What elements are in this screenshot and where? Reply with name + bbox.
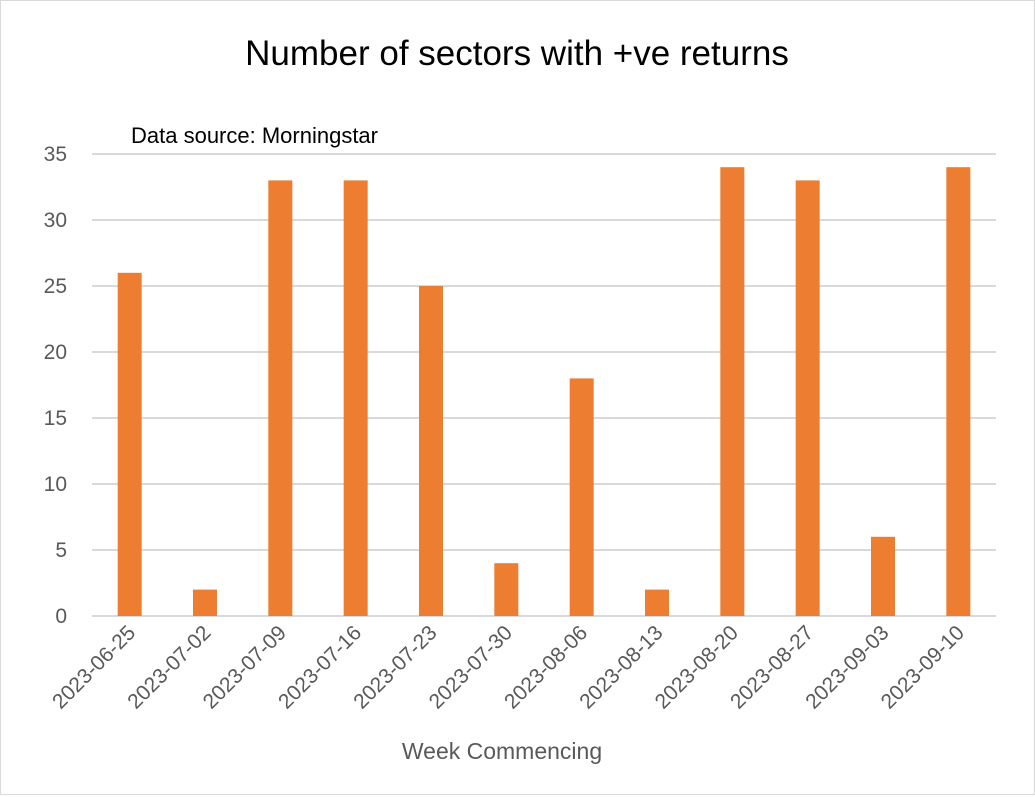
bar-2023-08-27 — [795, 180, 820, 616]
bar-2023-08-20 — [720, 167, 745, 616]
bar-2023-06-25 — [117, 272, 142, 616]
x-axis-ticks: 2023-06-252023-07-022023-07-092023-07-16… — [48, 621, 969, 713]
bar-2023-07-23 — [419, 286, 443, 616]
x-axis-title: Week Commencing — [402, 738, 602, 764]
bar-2023-07-16 — [343, 180, 368, 616]
gridlines — [92, 153, 996, 617]
bar-2023-08-13 — [645, 589, 669, 616]
bar-2023-07-09 — [268, 180, 293, 616]
y-tick-label: 15 — [44, 407, 67, 430]
y-axis-ticks: 0 5 10 15 20 25 30 35 — [44, 143, 67, 628]
y-tick-label: 20 — [44, 341, 67, 364]
bar-2023-09-10 — [946, 167, 971, 616]
data-source-annotation: Data source: Morningstar — [131, 123, 378, 148]
bar-2023-08-06 — [569, 378, 594, 616]
bar-2023-07-02 — [193, 589, 217, 616]
y-tick-label: 30 — [44, 209, 67, 232]
bar-2023-09-03 — [871, 536, 895, 616]
y-tick-label: 0 — [55, 605, 67, 628]
y-tick-label: 10 — [44, 473, 67, 496]
chart-title: Number of sectors with +ve returns — [245, 34, 789, 73]
y-tick-label: 35 — [44, 143, 67, 166]
bars — [117, 167, 971, 616]
y-tick-label: 25 — [44, 275, 67, 298]
bar-2023-07-30 — [494, 563, 519, 616]
y-tick-label: 5 — [55, 539, 67, 562]
